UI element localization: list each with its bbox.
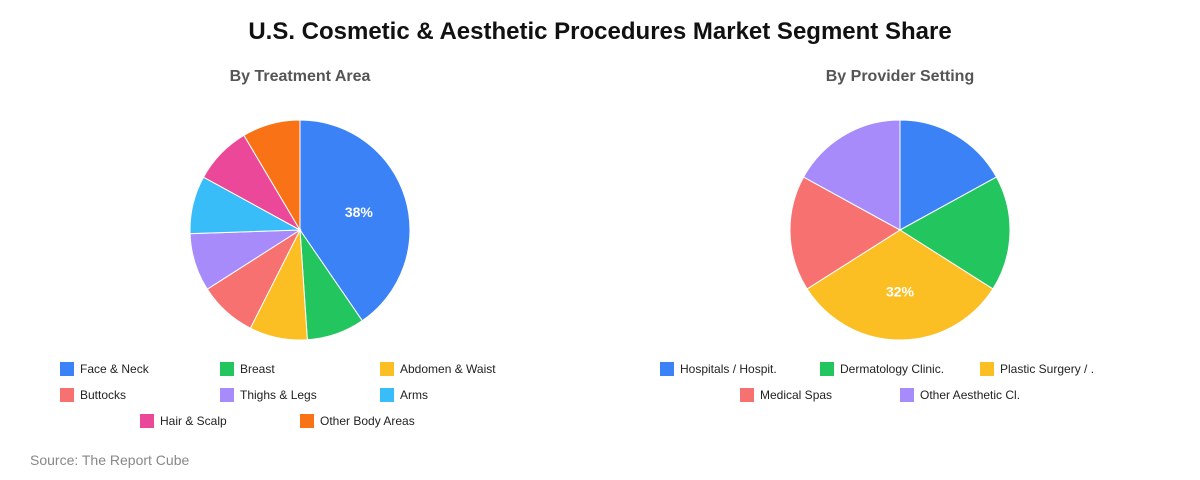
pie-slice-hospitals-hospit — [899, 119, 998, 231]
pie-slice-other-aesthetic-cl — [802, 119, 901, 231]
legend-item-thighs-legs: Thighs & Legs — [220, 387, 317, 403]
legend-item-plastic-surgery: Plastic Surgery / . — [980, 361, 1094, 377]
pie-slice-other-body-areas — [243, 119, 301, 232]
legend-item-arms: Arms — [380, 387, 428, 403]
legend-item-dermatology-clinic: Dermatology Clinic. — [820, 361, 944, 377]
chart-title: U.S. Cosmetic & Aesthetic Procedures Mar… — [248, 18, 952, 45]
legend-item-other-body-areas: Other Body Areas — [300, 413, 415, 429]
legend-label: Hair & Scalp — [160, 414, 227, 428]
legend-label: Hospitals / Hospit. — [680, 362, 777, 376]
legend-swatch — [380, 388, 394, 402]
pie-slice-face-neck — [299, 119, 411, 322]
data-label-face-neck: 38% — [345, 204, 374, 220]
pie-slice-medical-spas — [789, 176, 901, 290]
chart-panel-provider-setting: By Provider Setting 32% Hospitals / Hosp… — [600, 0, 1200, 440]
legend-swatch — [60, 388, 74, 402]
subtitle-treatment-area: By Treatment Area — [229, 68, 371, 85]
legend-item-abdomen-waist: Abdomen & Waist — [380, 361, 496, 377]
pie-chart-provider-setting: 32% — [789, 119, 1011, 341]
pie-slice-plastic-surgery — [806, 229, 994, 341]
legend-swatch — [220, 362, 234, 376]
legend-label: Breast — [240, 362, 275, 376]
subtitle-provider-setting: By Provider Setting — [825, 68, 975, 85]
legend-label: Other Aesthetic Cl. — [920, 388, 1021, 402]
legend-label: Face & Neck — [80, 362, 149, 376]
data-label-plastic-surgery: 32% — [886, 284, 915, 300]
legend-swatch — [820, 362, 834, 376]
legend-label: Other Body Areas — [320, 414, 415, 428]
legend-swatch — [300, 414, 314, 428]
legend-swatch — [900, 388, 914, 402]
legend-label: Buttocks — [80, 388, 127, 402]
legend-item-buttocks: Buttocks — [60, 387, 126, 403]
legend-item-hair-scalp: Hair & Scalp — [140, 413, 227, 429]
legend-label: Abdomen & Waist — [400, 362, 496, 376]
legend-swatch — [60, 362, 74, 376]
legend-item-other-aesthetic-cl: Other Aesthetic Cl. — [900, 387, 1020, 403]
legend-label: Thighs & Legs — [240, 388, 317, 402]
legend-item-face-neck: Face & Neck — [60, 361, 149, 377]
legend-label: Plastic Surgery / . — [1000, 362, 1095, 376]
legend-swatch — [140, 414, 154, 428]
legend-label: Dermatology Clinic. — [840, 362, 945, 376]
pie-slice-dermatology-clinic — [899, 176, 1011, 290]
legend-item-medical-spas: Medical Spas — [740, 387, 832, 403]
source-note: Source: The Report Cube — [30, 452, 190, 468]
pie-chart-treatment-area: 38% — [189, 119, 411, 341]
legend-swatch — [740, 388, 754, 402]
legend-swatch — [660, 362, 674, 376]
legend-item-hospitals-hospit: Hospitals / Hospit. — [660, 361, 777, 377]
legend-label: Arms — [400, 388, 428, 402]
legend-swatch — [220, 388, 234, 402]
legend-label: Medical Spas — [760, 388, 833, 402]
legend-swatch — [380, 362, 394, 376]
legend-item-breast: Breast — [220, 361, 275, 377]
chart-panel-treatment-area: By Treatment Area 38% Face & Neck Breast A… — [0, 0, 600, 440]
legend-swatch — [980, 362, 994, 376]
